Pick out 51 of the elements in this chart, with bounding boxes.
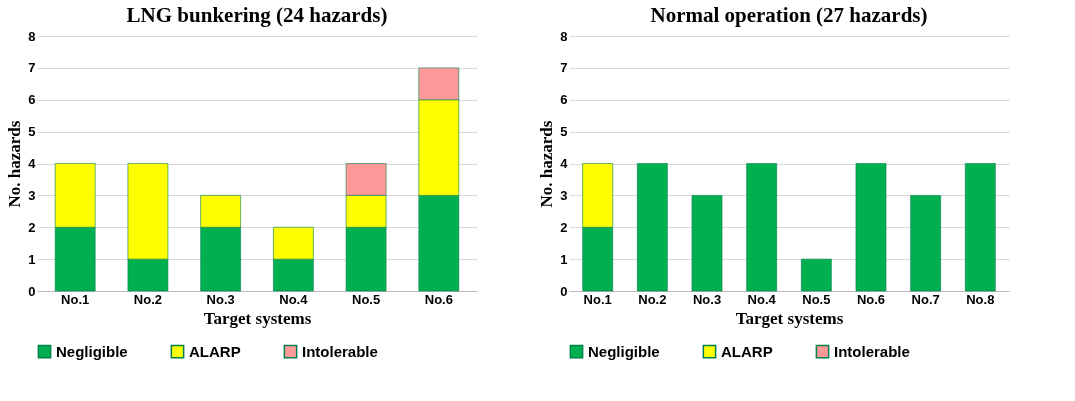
bar (910, 195, 941, 292)
x-axis-title: Target systems (203, 308, 312, 328)
chart-title: Normal operation (27 hazards) (650, 3, 928, 27)
y-tick-label: 2 (28, 219, 36, 235)
y-tick-label: 5 (28, 124, 36, 140)
y-tick-label: 4 (28, 156, 37, 171)
x-tick-label: No.2 (133, 291, 162, 307)
y-tick-label: 1 (28, 251, 36, 267)
bar (637, 163, 668, 292)
y-tick-label: 3 (560, 187, 568, 203)
y-tick-label: 0 (28, 283, 36, 299)
legend-label: Intolerable (834, 342, 910, 360)
x-tick-label: No.7 (911, 291, 940, 307)
x-tick-label: No.6 (856, 291, 886, 307)
y-tick-label: 1 (560, 251, 568, 267)
y-tick-label: 8 (28, 28, 36, 44)
bar (964, 163, 996, 292)
x-tick-label: No.2 (638, 291, 667, 307)
y-tick-label: 4 (560, 156, 569, 171)
bar (801, 258, 832, 292)
legend-label: Intolerable (302, 342, 378, 360)
y-tick-label: 7 (28, 60, 36, 76)
x-tick-label: No.4 (279, 291, 309, 307)
legend-label: ALARP (721, 342, 773, 360)
x-tick-label: No.4 (747, 291, 777, 307)
legend-label: ALARP (189, 342, 241, 360)
legend-label: Negligible (56, 342, 128, 360)
x-tick-label: No.1 (583, 291, 612, 307)
bar (746, 163, 777, 292)
y-axis-title: No. hazards (537, 120, 557, 208)
y-tick-label: 6 (28, 92, 36, 108)
chart-title: LNG bunkering (24 hazards) (126, 3, 388, 27)
x-axis-title: Target systems (735, 308, 844, 328)
x-tick-label: No.3 (692, 291, 722, 307)
x-tick-label: No.6 (424, 291, 453, 307)
y-axis-title: No. hazards (5, 120, 25, 208)
legend-label: Negligible (588, 342, 660, 360)
x-tick-label: No.1 (61, 291, 90, 307)
x-tick-label: No.8 (966, 291, 995, 307)
x-tick-label: No.3 (206, 291, 235, 307)
y-tick-label: 3 (28, 187, 36, 203)
y-tick-label: 5 (560, 124, 568, 140)
y-tick-label: 2 (560, 219, 568, 235)
y-tick-label: 6 (560, 92, 568, 108)
bar (855, 163, 887, 292)
bar (691, 195, 723, 292)
y-tick-label: 0 (560, 283, 568, 299)
x-tick-label: No.5 (802, 291, 831, 307)
y-tick-label: 8 (560, 28, 568, 44)
x-tick-label: No.5 (352, 291, 381, 307)
y-tick-label: 7 (560, 60, 568, 76)
